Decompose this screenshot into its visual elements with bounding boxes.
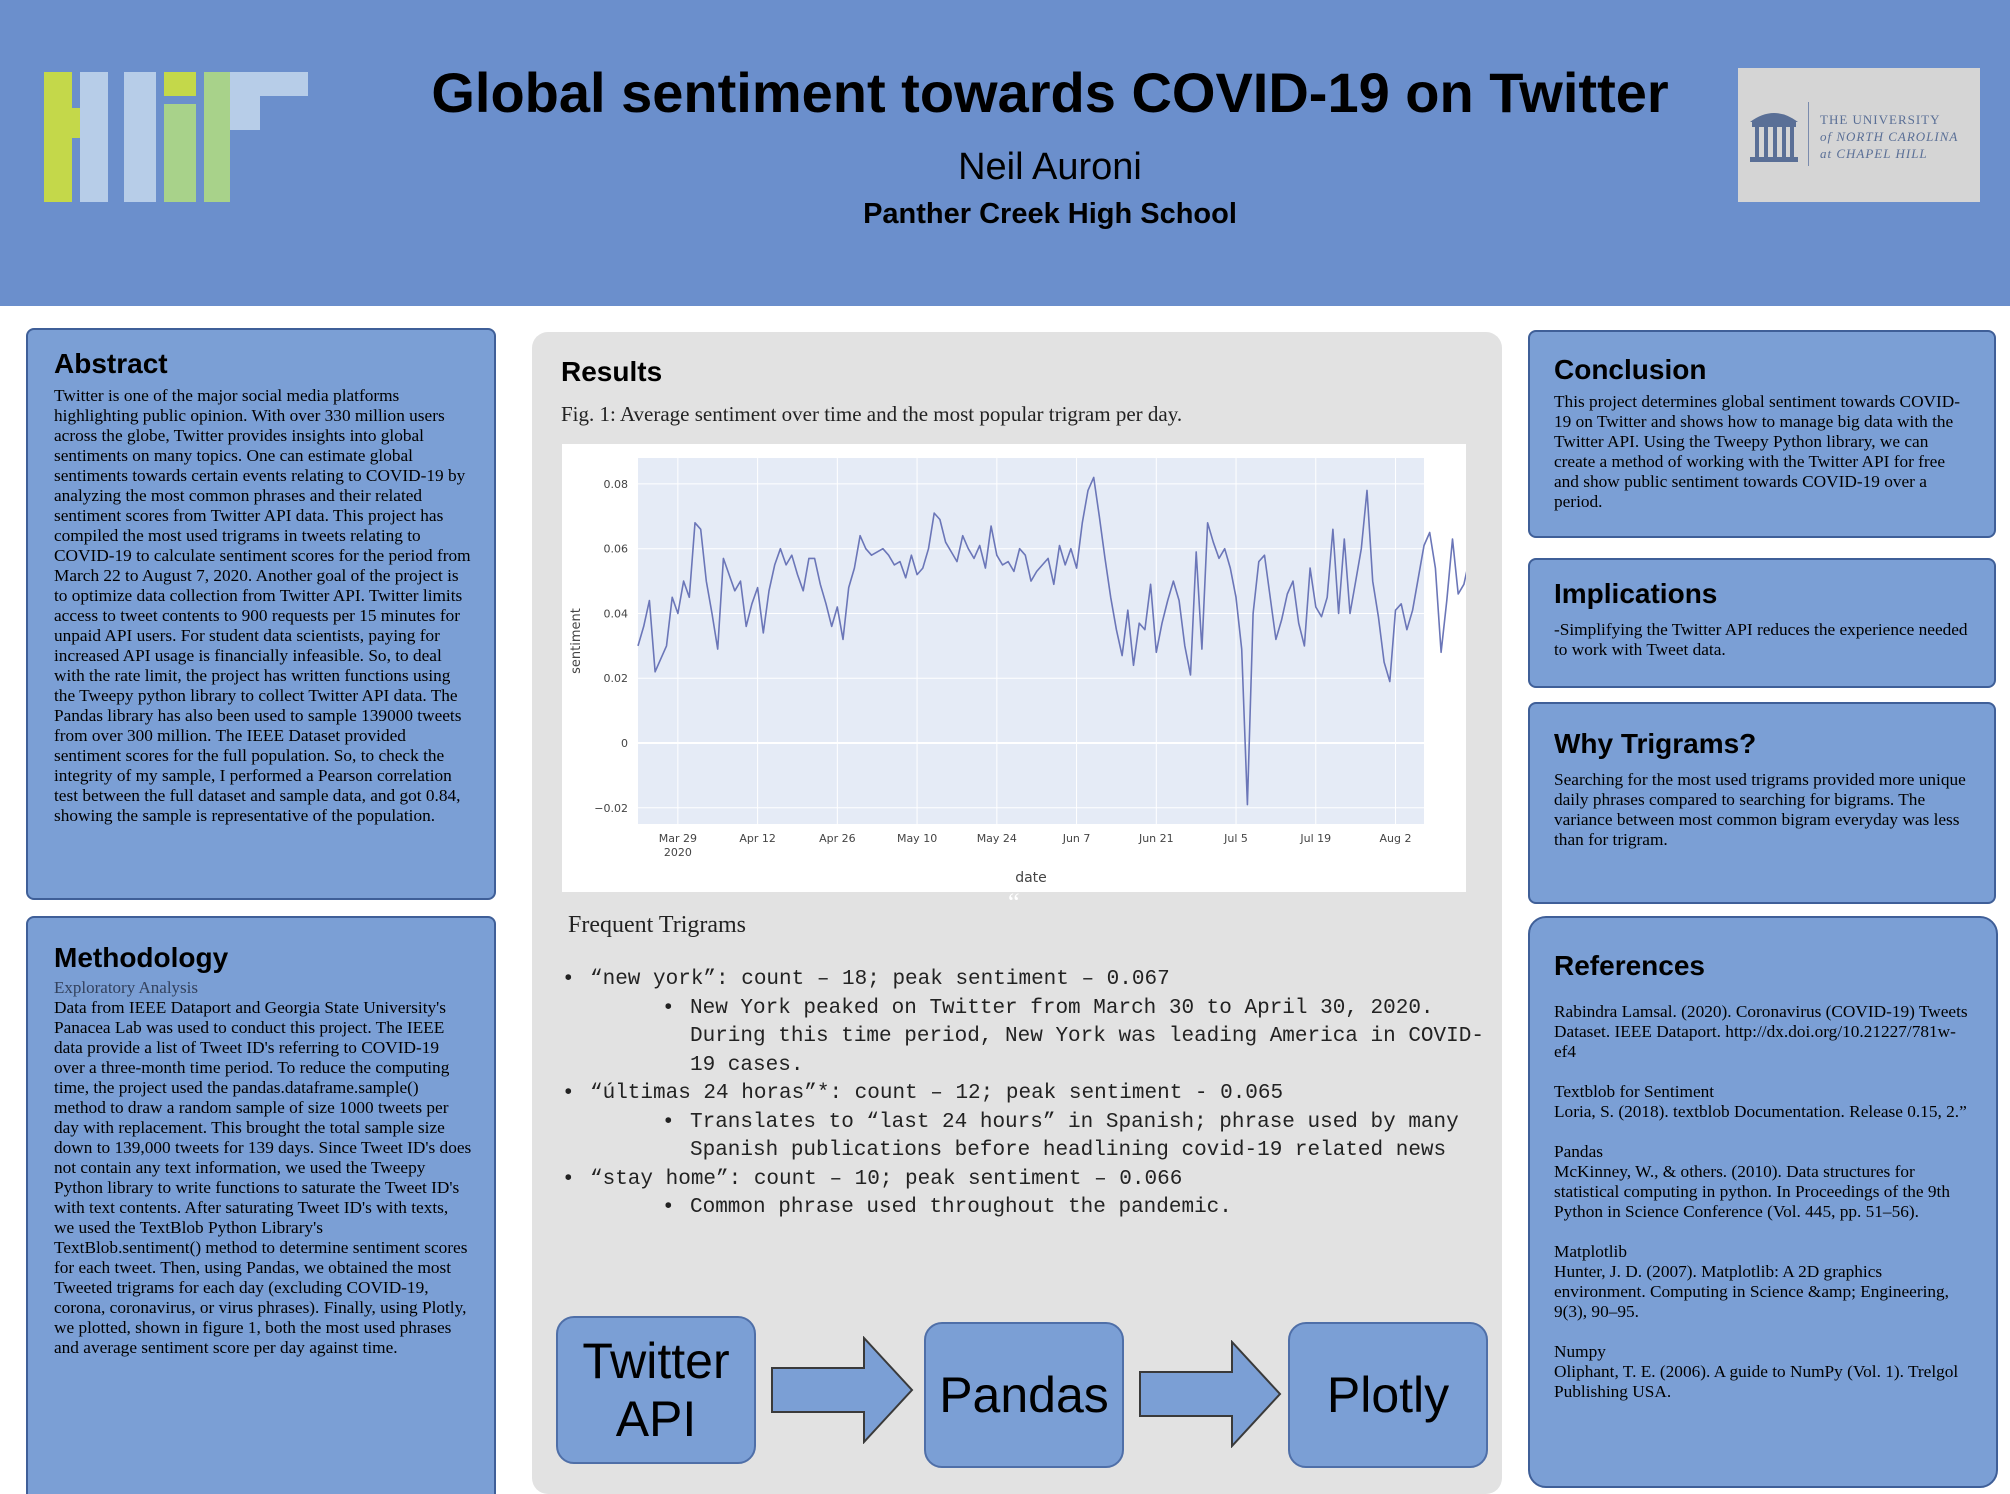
x-tick-label: Jun 21 xyxy=(1138,832,1174,845)
reference-item: Numpy Oliphant, T. E. (2006). A guide to… xyxy=(1554,1342,1974,1402)
x-tick-label: Jul 5 xyxy=(1223,832,1248,845)
trigram-detail: • Common phrase used throughout the pande… xyxy=(662,1196,1232,1219)
y-tick-label: 0 xyxy=(621,737,628,750)
logo-divider xyxy=(1808,102,1809,166)
reference-label: Pandas xyxy=(1554,1142,1603,1161)
reference-item: Textblob for Sentiment Loria, S. (2018).… xyxy=(1554,1082,1974,1122)
x-axis-label: date xyxy=(1015,870,1047,886)
y-tick-label: 0.02 xyxy=(604,672,629,685)
methodology-text: Data from IEEE Dataport and Georgia Stat… xyxy=(54,998,472,1357)
trigram-item: • “últimas 24 horas”*: count – 12; peak s… xyxy=(562,1082,1284,1105)
abstract-box: Abstract Twitter is one of the major soc… xyxy=(26,328,496,900)
flow-plotly: Plotly xyxy=(1288,1322,1488,1468)
author-name: Neil Auroni xyxy=(958,146,1142,188)
bars-logo-icon xyxy=(44,72,308,202)
trigrams-heading: Frequent Trigrams xyxy=(568,912,747,938)
unc-logo: THE UNIVERSITY of NORTH CAROLINA at CHAP… xyxy=(1738,68,1980,202)
x-tick-label: Aug 2 xyxy=(1380,832,1412,845)
results-panel: Results Fig. 1: Average sentiment over t… xyxy=(532,332,1556,1494)
abstract-heading: Abstract xyxy=(54,348,168,379)
conclusion-box: Conclusion This project determines globa… xyxy=(1528,330,1996,538)
x-tick-label: Apr 26 xyxy=(819,832,856,845)
school-name: Panther Creek High School xyxy=(863,198,1237,230)
stray-quote-mark: “ xyxy=(1008,888,1020,917)
reference-item: Rabindra Lamsal. (2020). Coronavirus (CO… xyxy=(1554,1002,1974,1062)
unc-logo-line2: of NORTH CAROLINA xyxy=(1820,129,1959,144)
unc-logo-line3: at CHAPEL HILL xyxy=(1820,146,1928,161)
references-heading: References xyxy=(1554,950,1705,981)
poster-title: Global sentiment towards COVID-19 on Twi… xyxy=(431,61,1669,124)
flow-twitter-api: Twitter API xyxy=(556,1316,756,1464)
reference-text: Oliphant, T. E. (2006). A guide to NumPy… xyxy=(1554,1362,1959,1401)
why-trigrams-box: Why Trigrams? Searching for the most use… xyxy=(1528,702,1996,904)
reference-text: McKinney, W., & others. (2010). Data str… xyxy=(1554,1162,1950,1221)
x-tick-label: Jul 19 xyxy=(1299,832,1331,845)
why-trigrams-heading: Why Trigrams? xyxy=(1554,728,1757,759)
abstract-text: Twitter is one of the major social media… xyxy=(54,386,471,825)
figure-caption: Fig. 1: Average sentiment over time and … xyxy=(561,402,1183,426)
x-tick-label: Mar 29 xyxy=(659,832,697,845)
results-heading: Results xyxy=(561,356,663,387)
x-tick-year: 2020 xyxy=(664,846,692,859)
trigram-item: • “stay home”: count – 10; peak sentiment… xyxy=(562,1167,1183,1191)
reference-label: Textblob for Sentiment xyxy=(1554,1082,1715,1101)
flow-arrow-icon xyxy=(1139,1340,1282,1448)
conclusion-text: This project determines global sentiment… xyxy=(1554,392,1961,511)
trigram-list: • “new york”: count – 18; peak sentiment … xyxy=(562,966,1492,1223)
sentiment-series-line xyxy=(637,476,1556,806)
methodology-box: Methodology Exploratory Analysis Data fr… xyxy=(26,916,496,1494)
x-tick-label: May 24 xyxy=(977,832,1017,845)
implications-text: -Simplifying the Twitter API reduces the… xyxy=(1554,620,1968,659)
flow-arrow-icon xyxy=(771,1336,914,1444)
implications-heading: Implications xyxy=(1554,578,1718,609)
x-tick-label: Apr 12 xyxy=(739,832,776,845)
implications-box: Implications -Simplifying the Twitter AP… xyxy=(1528,558,1996,688)
poster-header: Global sentiment towards COVID-19 on Twi… xyxy=(0,0,2010,306)
reference-text: Loria, S. (2018). textblob Documentation… xyxy=(1554,1102,1967,1121)
plot-area xyxy=(638,458,1424,824)
old-well-icon xyxy=(1750,113,1798,162)
y-axis-label: sentiment xyxy=(569,608,584,674)
reference-label: Numpy xyxy=(1554,1342,1606,1361)
unc-logo-line1: THE UNIVERSITY xyxy=(1820,112,1941,127)
why-trigrams-text: Searching for the most used trigrams pro… xyxy=(1554,770,1966,849)
trigram-detail: • Translates to “last 24 hours” in Spanis… xyxy=(662,1110,1459,1163)
trigram-detail: • New York peaked on Twitter from March 3… xyxy=(662,996,1484,1077)
methodology-subheading: Exploratory Analysis xyxy=(54,978,199,997)
references-box: References Rabindra Lamsal. (2020). Coro… xyxy=(1528,916,1998,1488)
reference-item: Matplotlib Hunter, J. D. (2007). Matplot… xyxy=(1554,1242,1974,1322)
x-tick-label: Jun 7 xyxy=(1062,832,1091,845)
y-tick-label: 0.08 xyxy=(604,478,629,491)
y-tick-label: 0.04 xyxy=(604,607,629,620)
y-tick-label: 0.06 xyxy=(604,543,629,556)
methodology-heading: Methodology xyxy=(54,942,229,973)
reference-text: Rabindra Lamsal. (2020). Coronavirus (CO… xyxy=(1554,1002,1968,1061)
flow-pandas: Pandas xyxy=(924,1322,1124,1468)
reference-text: Hunter, J. D. (2007). Matplotlib: A 2D g… xyxy=(1554,1262,1949,1321)
reference-label: Matplotlib xyxy=(1554,1242,1627,1261)
sentiment-chart: 0.08 0.06 0.04 0.02 0 −0.02 Mar 29 2020 Apr 12 Ap… xyxy=(562,444,1556,892)
y-tick-label: −0.02 xyxy=(594,802,628,815)
conclusion-heading: Conclusion xyxy=(1554,354,1707,385)
x-tick-label: May 10 xyxy=(897,832,937,845)
reference-item: Pandas McKinney, W., & others. (2010). D… xyxy=(1554,1142,1974,1222)
trigram-item: • “new york”: count – 18; peak sentiment … xyxy=(562,968,1170,991)
